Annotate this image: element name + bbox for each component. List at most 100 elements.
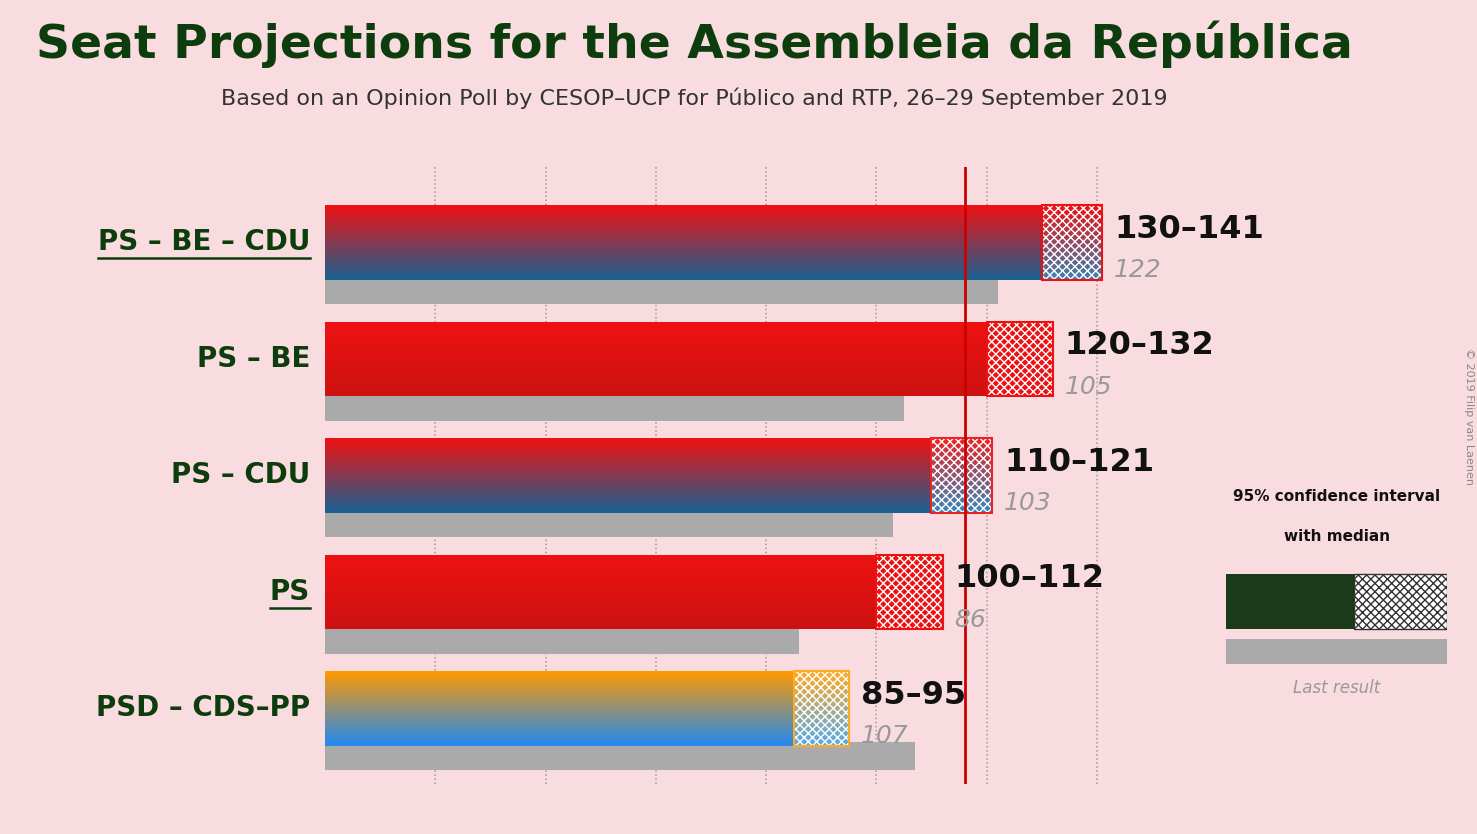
- Bar: [793, 725, 849, 726]
- Bar: [325, 465, 964, 466]
- Bar: [325, 347, 1019, 348]
- Bar: [325, 726, 821, 727]
- Bar: [325, 330, 1019, 331]
- Bar: [987, 327, 1053, 329]
- Bar: [325, 385, 1019, 386]
- Bar: [1041, 274, 1102, 275]
- Bar: [325, 372, 1019, 373]
- Bar: [325, 701, 821, 703]
- Bar: [1041, 244, 1102, 245]
- Bar: [987, 391, 1053, 393]
- Bar: [325, 230, 1075, 231]
- Bar: [325, 581, 910, 582]
- Bar: [1041, 207, 1102, 208]
- Bar: [325, 492, 964, 493]
- Bar: [1041, 248, 1102, 249]
- Bar: [987, 348, 1053, 349]
- Bar: [325, 459, 964, 460]
- Bar: [325, 236, 1075, 237]
- Bar: [932, 476, 993, 477]
- Bar: [1041, 247, 1102, 248]
- Text: 100–112: 100–112: [954, 563, 1105, 595]
- Bar: [987, 388, 1053, 389]
- Bar: [325, 242, 1075, 243]
- Bar: [325, 689, 821, 690]
- Bar: [325, 615, 910, 616]
- Text: PS – BE: PS – BE: [196, 345, 310, 373]
- Bar: [1041, 239, 1102, 241]
- Bar: [325, 622, 910, 624]
- Bar: [876, 619, 942, 620]
- Bar: [325, 442, 964, 443]
- Bar: [325, 206, 1075, 207]
- Text: 110–121: 110–121: [1004, 447, 1154, 478]
- Bar: [1041, 230, 1102, 231]
- Bar: [325, 601, 910, 602]
- Bar: [932, 438, 993, 513]
- Bar: [325, 618, 910, 619]
- Bar: [325, 374, 1019, 375]
- Bar: [325, 440, 964, 441]
- Bar: [987, 337, 1053, 338]
- Bar: [325, 596, 910, 597]
- Bar: [876, 602, 942, 603]
- Bar: [932, 506, 993, 507]
- Bar: [793, 737, 849, 738]
- Bar: [325, 252, 1075, 253]
- Bar: [325, 484, 964, 485]
- Bar: [876, 627, 942, 628]
- Bar: [932, 460, 993, 461]
- Bar: [876, 604, 942, 605]
- Bar: [793, 739, 849, 740]
- Bar: [325, 624, 910, 625]
- Bar: [793, 730, 849, 731]
- Bar: [325, 706, 821, 707]
- Bar: [325, 480, 964, 481]
- Bar: [325, 560, 910, 561]
- Bar: [1041, 272, 1102, 274]
- Bar: [325, 371, 1019, 372]
- Bar: [932, 444, 993, 445]
- Bar: [1041, 278, 1102, 279]
- Bar: [325, 512, 964, 513]
- Bar: [932, 504, 993, 505]
- Bar: [325, 255, 1075, 257]
- Bar: [876, 556, 942, 557]
- Bar: [325, 740, 821, 741]
- Bar: [932, 505, 993, 506]
- Bar: [1041, 266, 1102, 267]
- Bar: [325, 561, 910, 562]
- Bar: [876, 581, 942, 582]
- Bar: [325, 496, 964, 497]
- Bar: [325, 380, 1019, 381]
- Bar: [325, 346, 1019, 347]
- Text: 105: 105: [1065, 374, 1112, 399]
- Bar: [325, 324, 1019, 325]
- Bar: [325, 586, 910, 587]
- Bar: [325, 270, 1075, 271]
- Bar: [325, 563, 910, 564]
- Bar: [325, 742, 914, 770]
- Bar: [987, 355, 1053, 356]
- Bar: [325, 628, 910, 629]
- Bar: [932, 473, 993, 474]
- Bar: [932, 510, 993, 512]
- Bar: [932, 440, 993, 441]
- Bar: [793, 671, 849, 672]
- Bar: [325, 373, 1019, 374]
- Bar: [932, 446, 993, 447]
- Bar: [876, 572, 942, 573]
- Bar: [325, 474, 964, 475]
- Bar: [325, 325, 1019, 326]
- Bar: [932, 454, 993, 455]
- Bar: [325, 327, 1019, 329]
- Bar: [932, 508, 993, 509]
- Bar: [987, 340, 1053, 341]
- Bar: [1041, 262, 1102, 263]
- Bar: [325, 592, 910, 593]
- Bar: [325, 597, 910, 598]
- Bar: [876, 617, 942, 618]
- Bar: [932, 485, 993, 486]
- Bar: [1041, 253, 1102, 254]
- Bar: [325, 686, 821, 687]
